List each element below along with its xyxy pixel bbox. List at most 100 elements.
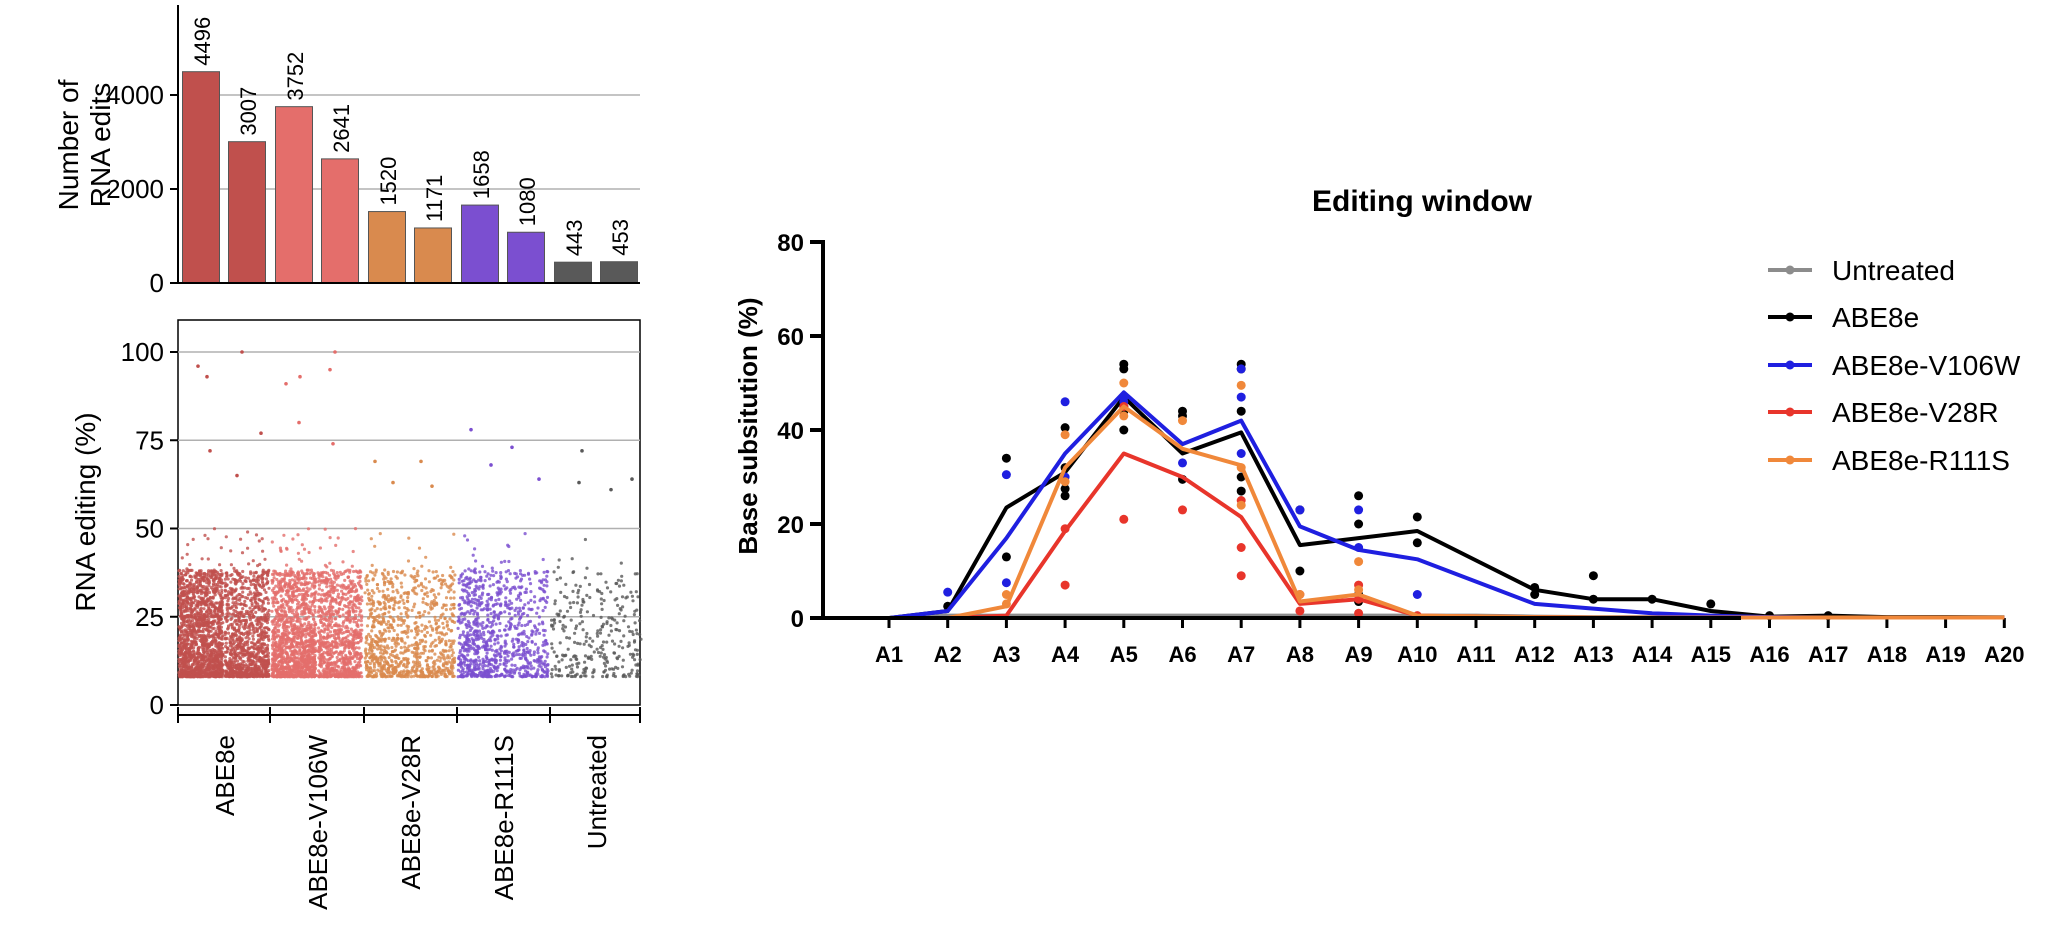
scatter-point bbox=[370, 563, 374, 568]
bar bbox=[228, 141, 266, 284]
scatter-point bbox=[285, 651, 289, 655]
scatter-point bbox=[221, 646, 225, 650]
scatter-point bbox=[333, 674, 337, 679]
scatter-point bbox=[346, 575, 351, 579]
bar-ylabel-line2: RNA edits bbox=[85, 83, 116, 208]
scatter-point bbox=[187, 663, 191, 667]
scatter-point bbox=[266, 601, 270, 605]
scatter-point bbox=[288, 574, 292, 578]
scatter-point bbox=[197, 645, 201, 649]
scatter-point bbox=[295, 627, 299, 632]
scatter-point bbox=[349, 587, 353, 591]
scatter-point bbox=[199, 600, 203, 604]
scatter-point bbox=[249, 652, 253, 656]
scatter-point bbox=[202, 599, 206, 604]
scatter-point bbox=[197, 633, 201, 638]
scatter-point bbox=[226, 674, 230, 678]
scatter-point bbox=[187, 589, 191, 593]
scatter-point bbox=[177, 625, 181, 629]
scatter-point bbox=[294, 597, 298, 602]
scatter-point bbox=[186, 623, 191, 627]
scatter-point bbox=[275, 622, 279, 626]
scatter-point bbox=[293, 582, 297, 586]
scatter-point bbox=[238, 651, 242, 655]
scatter-point bbox=[274, 668, 279, 673]
scatter-point bbox=[335, 612, 339, 616]
scatter-point bbox=[326, 636, 330, 640]
scatter-point bbox=[328, 656, 332, 661]
scatter-point bbox=[301, 597, 305, 601]
scatter-point bbox=[188, 563, 192, 567]
scatter-point bbox=[266, 637, 271, 641]
scatter-point bbox=[210, 623, 214, 627]
scatter-point bbox=[200, 578, 204, 582]
scatter-point bbox=[297, 642, 301, 646]
scatter-point bbox=[214, 675, 218, 679]
scatter-point bbox=[289, 567, 293, 571]
scatter-point bbox=[262, 617, 267, 621]
scatter-point bbox=[346, 675, 350, 679]
scatter-point bbox=[344, 611, 348, 615]
scatter-point bbox=[298, 657, 302, 661]
scatter-point bbox=[182, 646, 187, 650]
scatter-point bbox=[300, 543, 304, 547]
scatter-point bbox=[208, 595, 212, 600]
scatter-point bbox=[356, 598, 360, 602]
scatter-point bbox=[251, 615, 256, 619]
scatter-point bbox=[284, 640, 288, 644]
scatter-point bbox=[209, 629, 213, 633]
scatter-point bbox=[333, 617, 337, 621]
scatter-point bbox=[250, 603, 254, 608]
scatter-point bbox=[261, 651, 265, 655]
scatter-point bbox=[184, 658, 188, 662]
scatter-point bbox=[288, 578, 292, 583]
scatter-point bbox=[330, 625, 334, 630]
scatter-point bbox=[191, 596, 195, 600]
scatter-point bbox=[295, 619, 299, 623]
scatter-point bbox=[214, 653, 218, 657]
scatter-point bbox=[207, 617, 211, 622]
scatter-point bbox=[311, 660, 315, 664]
scatter-point bbox=[405, 659, 409, 663]
scatter-point bbox=[191, 641, 195, 645]
scatter-point bbox=[403, 641, 407, 645]
scatter-point bbox=[245, 664, 249, 668]
scatter-point bbox=[207, 579, 211, 583]
scatter-point bbox=[334, 543, 338, 548]
scatter-point bbox=[187, 675, 191, 679]
scatter-point bbox=[187, 647, 191, 651]
scatter-point bbox=[204, 635, 208, 639]
scatter-point bbox=[318, 546, 322, 550]
scatter-point bbox=[381, 631, 385, 635]
scatter-point bbox=[306, 581, 310, 586]
scatter-point bbox=[199, 655, 203, 660]
scatter-point bbox=[300, 640, 304, 644]
scatter-point bbox=[230, 573, 234, 577]
scatter-point bbox=[215, 601, 219, 605]
scatter-point bbox=[280, 635, 284, 639]
scatter-point bbox=[207, 590, 212, 595]
scatter-point bbox=[351, 600, 355, 604]
scatter-point bbox=[223, 577, 227, 581]
scatter-point bbox=[330, 609, 334, 614]
scatter-point bbox=[379, 607, 383, 611]
scatter-point bbox=[256, 647, 260, 651]
scatter-point bbox=[300, 652, 304, 656]
scatter-point bbox=[308, 626, 312, 630]
scatter-point bbox=[250, 612, 255, 616]
scatter-point bbox=[360, 599, 364, 603]
scatter-point bbox=[183, 643, 187, 647]
scatter-point bbox=[241, 659, 245, 664]
scatter-point bbox=[243, 640, 247, 645]
scatter-point bbox=[225, 649, 229, 654]
scatter-point bbox=[319, 579, 324, 583]
scatter-point bbox=[359, 619, 363, 623]
scatter-point bbox=[271, 671, 275, 675]
scatter-point bbox=[220, 588, 224, 593]
scatter-point bbox=[337, 665, 341, 669]
scatter-point bbox=[319, 620, 323, 625]
scatter-point bbox=[250, 671, 254, 675]
scatter-point bbox=[244, 636, 248, 640]
scatter-point bbox=[300, 569, 304, 573]
scatter-point bbox=[399, 571, 403, 575]
